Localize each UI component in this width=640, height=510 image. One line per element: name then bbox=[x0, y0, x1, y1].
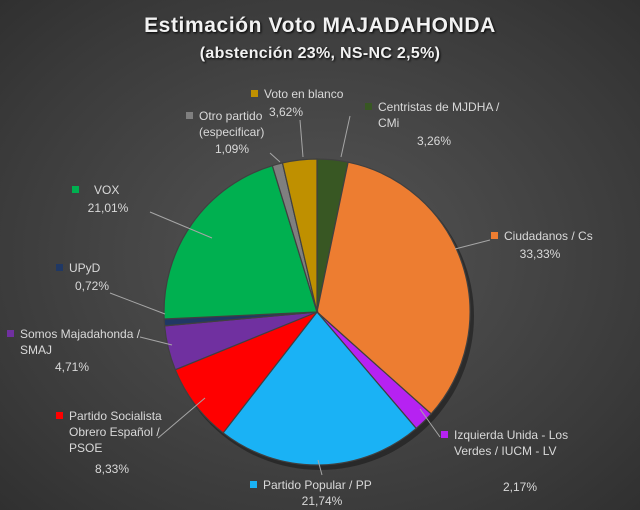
slice-label-2-line-1: Ciudadanos / Cs bbox=[504, 229, 593, 243]
pie-slice-8 bbox=[163, 164, 318, 320]
slice-label-9-line-1: Otro partido bbox=[199, 109, 263, 123]
pie-slice-2 bbox=[316, 161, 471, 415]
chart-subtitle: (abstención 23%, NS-NC 2,5%) bbox=[199, 45, 441, 62]
leader-line-10 bbox=[299, 119, 304, 158]
pie-slice-4 bbox=[222, 311, 418, 466]
leader-line-7 bbox=[109, 292, 166, 315]
slice-label-9-line-2: (especificar) bbox=[199, 125, 264, 139]
legend-swatch-4 bbox=[250, 481, 257, 488]
leader-line-9 bbox=[269, 152, 281, 163]
legend-swatch-2 bbox=[491, 232, 498, 239]
slice-value-1: 3,26% bbox=[417, 134, 451, 148]
legend-swatch-9 bbox=[186, 112, 193, 119]
leader-line-1 bbox=[340, 115, 351, 158]
leader-line-5 bbox=[157, 397, 206, 439]
legend-swatch-5 bbox=[56, 412, 63, 419]
legend-swatch-1 bbox=[365, 103, 372, 110]
slice-label-10-line-1: Voto en blanco bbox=[264, 87, 344, 101]
slice-value-3: 2,17% bbox=[503, 480, 537, 494]
slice-value-10: 3,62% bbox=[269, 105, 303, 119]
pie-slice-10 bbox=[281, 158, 318, 313]
leader-line-2 bbox=[454, 239, 491, 250]
slice-value-5: 8,33% bbox=[95, 462, 129, 476]
slice-label-5-line-3: PSOE bbox=[69, 441, 102, 455]
slice-label-5-line-2: Obrero Español / bbox=[69, 425, 160, 439]
legend-swatch-6 bbox=[7, 330, 14, 337]
legend-swatch-3 bbox=[441, 431, 448, 438]
slice-value-2: 33,33% bbox=[520, 247, 561, 261]
legend-swatch-8 bbox=[72, 186, 79, 193]
slice-label-1-line-1: Centristas de MJDHA / bbox=[378, 100, 500, 114]
slice-label-3-line-2: Verdes / IUCM - LV bbox=[454, 444, 556, 458]
slice-value-9: 1,09% bbox=[215, 142, 249, 156]
leader-line-6 bbox=[139, 336, 173, 346]
slice-label-4-line-1: Partido Popular / PP bbox=[263, 478, 372, 492]
slice-label-5-line-1: Partido Socialista bbox=[69, 409, 162, 423]
slice-value-4: 21,74% bbox=[302, 494, 343, 508]
slice-label-6-line-2: SMAJ bbox=[20, 343, 52, 357]
slice-value-8: 21,01% bbox=[88, 201, 129, 215]
slice-label-6-line-1: Somos Majadahonda / bbox=[20, 327, 141, 341]
leader-line-3 bbox=[419, 408, 441, 438]
legend-swatch-7 bbox=[56, 264, 63, 271]
slice-value-6: 4,71% bbox=[55, 360, 89, 374]
slice-label-8-line-1: VOX bbox=[94, 183, 119, 197]
chart-title: Estimación Voto MAJADAHONDA bbox=[144, 14, 496, 37]
slice-label-3-line-1: Izquierda Unida - Los bbox=[454, 428, 568, 442]
slice-label-1-line-2: CMi bbox=[378, 116, 399, 130]
leader-line-4 bbox=[317, 459, 323, 476]
legend-swatch-10 bbox=[251, 90, 258, 97]
slice-label-7-line-1: UPyD bbox=[69, 261, 101, 275]
slice-value-7: 0,72% bbox=[75, 279, 109, 293]
leader-line-8 bbox=[149, 211, 213, 239]
